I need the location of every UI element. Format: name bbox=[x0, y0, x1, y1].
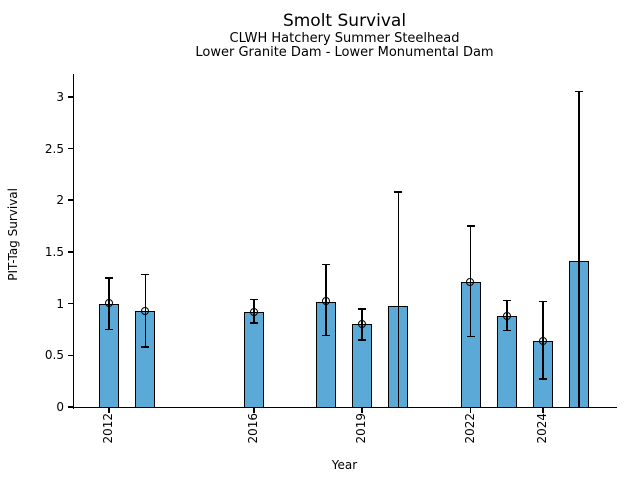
y-tick-label: 0 bbox=[56, 400, 64, 414]
error-bar-cap-bottom bbox=[141, 346, 150, 348]
error-bar-cap-bottom bbox=[538, 378, 547, 380]
x-tick-label: 2019 bbox=[354, 413, 369, 444]
chart-subtitle-1: CLWH Hatchery Summer Steelhead bbox=[229, 31, 460, 46]
error-bar-cap-top bbox=[538, 300, 547, 303]
x-tick-label: 2024 bbox=[534, 413, 549, 444]
error-bar-cap-top bbox=[249, 298, 258, 301]
x-tick-mark bbox=[253, 408, 255, 413]
y-axis-spine bbox=[72, 74, 74, 409]
error-bar-cap-top bbox=[394, 191, 403, 193]
x-tick-label: 2016 bbox=[245, 413, 260, 444]
point-marker bbox=[466, 277, 475, 286]
x-axis-spine bbox=[72, 406, 617, 408]
error-bar-cap-top bbox=[105, 277, 114, 279]
error-bar-cap-top bbox=[502, 299, 511, 302]
error-bar-cap-bottom bbox=[322, 334, 331, 337]
error-bar-cap-top bbox=[322, 263, 331, 266]
x-tick-label: 2012 bbox=[101, 413, 116, 444]
error-bar-cap-bottom bbox=[466, 335, 475, 338]
error-bar-line bbox=[397, 191, 400, 407]
x-tick-mark bbox=[542, 408, 544, 413]
error-bar-line bbox=[578, 91, 580, 407]
y-tick-label: 1 bbox=[56, 296, 64, 311]
x-tick-mark bbox=[469, 408, 472, 413]
bar bbox=[243, 311, 264, 408]
error-bar-cap-top bbox=[466, 225, 475, 227]
x-tick-mark bbox=[108, 408, 110, 413]
y-tick-mark bbox=[68, 354, 73, 357]
error-bar-cap-bottom bbox=[249, 322, 258, 324]
y-tick-label: 1.5 bbox=[44, 244, 64, 259]
point-marker bbox=[249, 307, 258, 316]
x-tick-label: 2022 bbox=[462, 413, 477, 444]
point-marker bbox=[358, 320, 366, 329]
error-bar-cap-bottom bbox=[105, 328, 114, 331]
point-marker bbox=[538, 336, 547, 345]
error-bar-cap-top bbox=[358, 308, 367, 310]
y-tick-mark bbox=[68, 406, 73, 408]
y-tick-mark bbox=[68, 147, 73, 150]
error-bar-cap-bottom bbox=[358, 339, 367, 341]
chart-subtitle-2: Lower Granite Dam - Lower Monumental Dam bbox=[195, 45, 494, 60]
x-axis-label: Year bbox=[331, 458, 358, 472]
error-bar-cap-top bbox=[141, 273, 150, 276]
point-marker bbox=[104, 299, 113, 308]
error-bar-cap-bottom bbox=[502, 329, 511, 332]
chart-title: Smolt Survival bbox=[282, 11, 407, 31]
y-tick-mark bbox=[68, 302, 73, 305]
point-marker bbox=[502, 311, 511, 320]
x-tick-mark bbox=[361, 408, 363, 413]
y-tick-label: 2.5 bbox=[44, 141, 64, 156]
point-marker bbox=[321, 297, 330, 306]
point-marker bbox=[141, 306, 150, 315]
error-bar-cap-top bbox=[575, 90, 584, 93]
y-tick-mark bbox=[68, 199, 73, 201]
y-tick-label: 2 bbox=[56, 193, 64, 208]
y-tick-label: 3 bbox=[56, 89, 64, 104]
y-tick-mark bbox=[68, 96, 73, 98]
y-tick-mark bbox=[68, 251, 73, 253]
y-tick-label: 0.5 bbox=[44, 348, 64, 363]
